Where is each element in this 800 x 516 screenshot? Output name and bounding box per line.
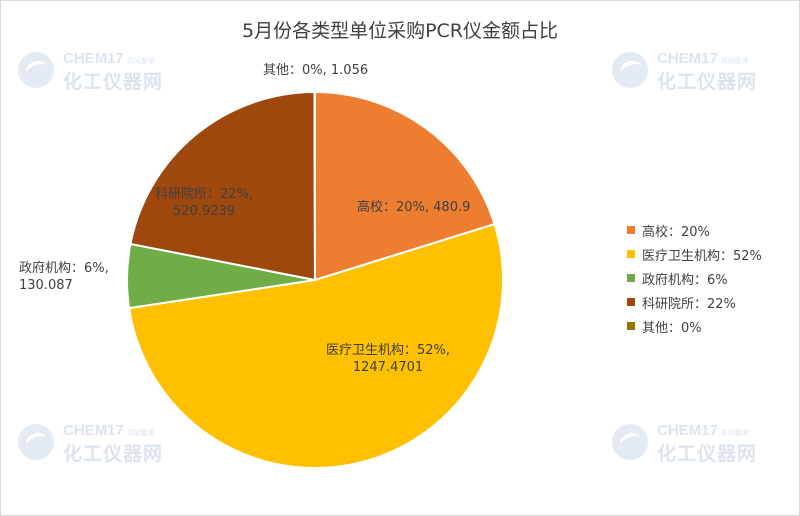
legend-swatch <box>627 322 635 330</box>
legend-swatch <box>627 226 635 234</box>
legend-label: 其他：0% <box>642 320 702 336</box>
watermark-brand-tag: 共同繁荣 <box>126 58 155 65</box>
watermark-brand-cn: 化工仪器网 <box>63 71 164 93</box>
data-label-1: 医疗卫生机构：52%, 1247.4701 <box>326 343 451 375</box>
legend-item-3: 科研院所：22% <box>627 290 762 314</box>
watermark-globe-icon <box>18 424 54 460</box>
pie-slice-0 <box>314 90 496 282</box>
legend-label: 政府机构：6% <box>642 272 728 288</box>
watermark-brand-tag: 共同繁荣 <box>720 430 749 437</box>
watermark-brand-cn: 化工仪器网 <box>657 443 758 465</box>
legend-label: 科研院所：22% <box>642 296 736 312</box>
pie-slice-4 <box>313 90 316 281</box>
watermark-brand-tag: 共同繁荣 <box>126 430 155 437</box>
watermark-brand-tag: 共同繁荣 <box>720 58 749 65</box>
watermark-globe-icon <box>612 52 648 88</box>
legend: 高校：20% 医疗卫生机构：52% 政府机构：6% 科研院所：22% 其他：0% <box>627 218 762 338</box>
watermark-brand-en: CHEM17 <box>63 422 124 439</box>
watermark-brand-en: CHEM17 <box>657 422 718 439</box>
pie-slice-3 <box>129 90 317 282</box>
pie-slice-1 <box>127 222 505 469</box>
legend-item-2: 政府机构：6% <box>627 266 762 290</box>
watermark-brand-cn: 化工仪器网 <box>657 71 758 93</box>
legend-item-4: 其他：0% <box>627 314 762 338</box>
watermark-brand-en: CHEM17 <box>657 50 718 67</box>
watermark-globe-icon <box>18 52 54 88</box>
legend-label: 医疗卫生机构：52% <box>642 248 762 264</box>
data-label-2: 政府机构：6%, 130.087 <box>19 261 109 293</box>
data-label-4: 其他：0%, 1.056 <box>263 63 369 78</box>
legend-label: 高校：20% <box>642 224 710 240</box>
legend-swatch <box>627 274 635 282</box>
watermark-brand-en: CHEM17 <box>63 50 124 67</box>
watermark-globe-icon <box>612 424 648 460</box>
legend-swatch <box>627 298 635 306</box>
data-label-0: 高校：20%, 480.9 <box>357 200 471 215</box>
legend-item-0: 高校：20% <box>627 218 762 242</box>
legend-item-1: 医疗卫生机构：52% <box>627 242 762 266</box>
chart-title: 5月份各类型单位采购PCR仪金额占比 <box>241 20 558 42</box>
legend-swatch <box>627 250 635 258</box>
watermark-brand-cn: 化工仪器网 <box>63 443 164 465</box>
data-label-3: 科研院所：22%, 520.9239 <box>155 187 254 219</box>
